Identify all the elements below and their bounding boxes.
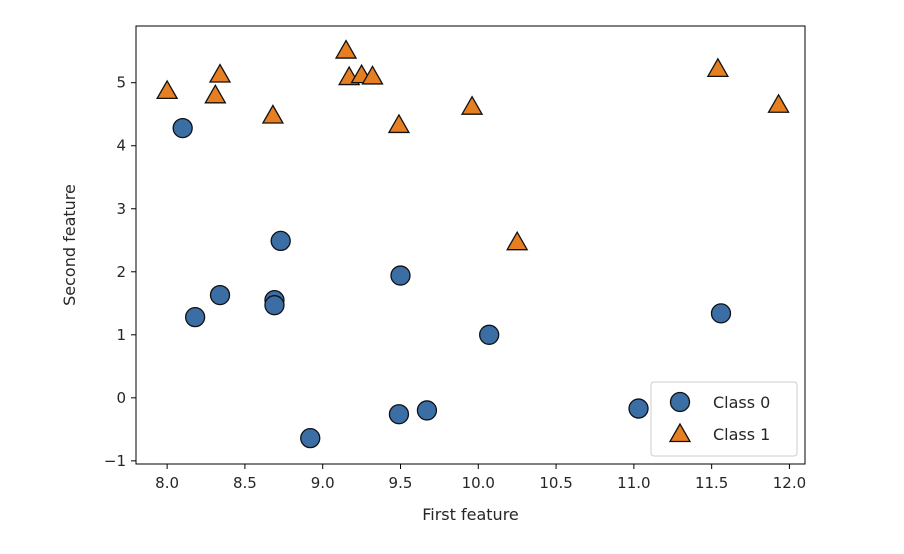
x-tick-label: 11.5 (695, 474, 728, 492)
class-0-point (479, 324, 500, 345)
x-tick-label: 12.0 (773, 474, 806, 492)
legend-triangle-marker (668, 422, 692, 443)
y-tick-label: 0 (116, 389, 126, 407)
legend: Class 0 Class 1 (650, 381, 798, 457)
y-tick-label: −1 (104, 452, 126, 470)
class-0-point (209, 284, 231, 306)
axis-ticks: 8.0 8.5 9.0 9.5 10.0 10.5 11.0 11.5 12.0 −1 0 1 2 3 4 5 (104, 74, 806, 492)
y-tick-label: 2 (116, 263, 126, 281)
class-0-point (710, 303, 732, 324)
class-0-point (388, 404, 410, 425)
y-tick-label: 3 (116, 200, 126, 218)
class-1-point (155, 79, 179, 100)
x-tick-label: 10.5 (539, 474, 572, 492)
class-0-point (390, 265, 411, 286)
x-tick-label: 11.0 (617, 474, 650, 492)
x-tick-label: 8.5 (233, 474, 257, 492)
x-tick-label: 9.5 (389, 474, 413, 492)
class-1-point (506, 230, 529, 251)
class-1-point (334, 39, 358, 59)
class-0-point (300, 428, 321, 449)
y-tick-label: 4 (116, 137, 126, 155)
x-tick-label: 10.0 (462, 474, 495, 492)
class-1-point (361, 65, 384, 85)
class-0-point (264, 295, 285, 316)
y-axis-label: Second feature (60, 184, 79, 306)
legend-entry-label: Class 0 (713, 393, 770, 412)
class-1-point (261, 104, 285, 124)
class-1-point (460, 95, 484, 115)
class-0-point (270, 230, 291, 252)
class-0-point (416, 400, 438, 421)
class-0-point (628, 398, 649, 419)
class-1-point (208, 63, 232, 83)
class-1-point (767, 93, 790, 113)
class-0-point (172, 117, 193, 139)
x-axis-label: First feature (422, 505, 519, 524)
y-tick-label: 5 (116, 74, 126, 92)
class-1-point (204, 84, 227, 104)
legend-circle-marker (669, 391, 691, 413)
class-0-point (184, 307, 206, 328)
legend-entry-label: Class 1 (713, 425, 770, 444)
class-1-point (387, 113, 411, 134)
data-points (155, 39, 790, 449)
y-tick-label: 1 (116, 326, 126, 344)
x-tick-label: 9.0 (311, 474, 335, 492)
plot-frame (135, 25, 806, 465)
x-tick-label: 8.0 (155, 474, 179, 492)
class-1-point (706, 57, 729, 78)
